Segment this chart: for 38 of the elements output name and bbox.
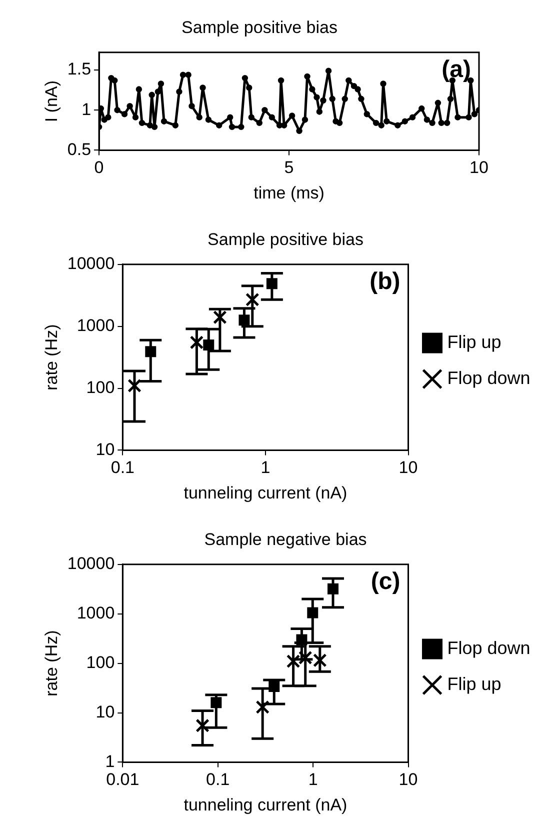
y-tick-label: 10 xyxy=(96,440,115,459)
y-tick-label: 10 xyxy=(96,702,115,722)
chart-title: Sample positive bias xyxy=(182,18,338,37)
y-tick-label: 1000 xyxy=(76,604,115,623)
x-tick-label: 1 xyxy=(308,770,318,790)
y-tick-label: 100 xyxy=(86,652,115,672)
x-axis-title: tunneling current (nA) xyxy=(184,795,348,814)
y-tick-label: 1 xyxy=(105,752,115,771)
legend-label: Flip up xyxy=(447,332,502,352)
y-axis-title: I (nA) xyxy=(42,80,61,122)
y-tick-label: 10000 xyxy=(67,254,115,274)
legend-label: Flip up xyxy=(447,674,502,694)
x-tick-label: 10 xyxy=(398,770,418,790)
x-tick-label: 1 xyxy=(260,458,270,478)
y-tick-label: 1 xyxy=(82,100,92,119)
chart-title: Sample positive bias xyxy=(208,230,364,249)
legend-label: Flop down xyxy=(447,368,530,388)
x-tick-label: 0.01 xyxy=(106,770,140,790)
y-tick-label: 10000 xyxy=(67,554,115,574)
y-tick-label: 1.5 xyxy=(67,60,92,79)
x-tick-label: 10 xyxy=(470,158,488,178)
y-tick-label: 0.5 xyxy=(67,140,92,159)
annotation: (c) xyxy=(370,568,400,596)
legend-label: Flop down xyxy=(447,638,530,658)
y-tick-label: 1000 xyxy=(76,316,115,336)
x-tick-label: 5 xyxy=(284,158,294,178)
x-axis-title: tunneling current (nA) xyxy=(184,483,348,502)
x-axis-title: time (ms) xyxy=(254,183,324,202)
x-tick-label: 0 xyxy=(94,158,104,178)
chart-title: Sample negative bias xyxy=(204,530,367,549)
annotation: (b) xyxy=(370,268,400,296)
x-tick-label: 0.1 xyxy=(206,770,230,790)
y-tick-label: 100 xyxy=(86,378,115,397)
x-tick-label: 10 xyxy=(398,458,418,478)
y-axis-title: rate (Hz) xyxy=(42,630,61,696)
y-axis-title: rate (Hz) xyxy=(42,324,61,390)
annotation: (a) xyxy=(442,56,471,84)
x-tick-label: 0.1 xyxy=(110,458,134,478)
